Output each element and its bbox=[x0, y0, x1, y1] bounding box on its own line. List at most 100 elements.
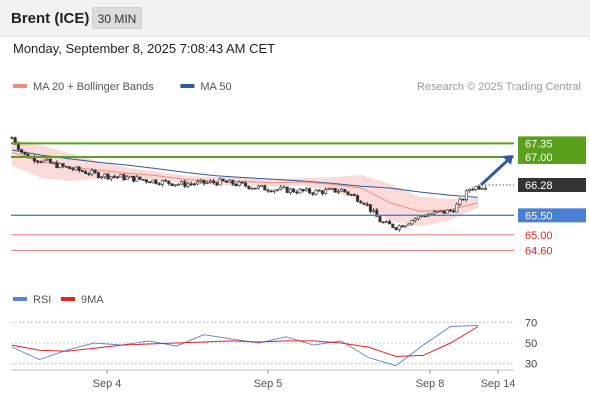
candle-body bbox=[93, 170, 97, 173]
candle-body bbox=[484, 188, 488, 190]
candle-body bbox=[160, 180, 164, 185]
candle-body bbox=[324, 189, 328, 194]
ma20-line bbox=[11, 151, 479, 212]
candle-body bbox=[247, 185, 251, 190]
rsi-line bbox=[11, 324, 479, 367]
candlesticks bbox=[10, 136, 488, 232]
candle-body bbox=[58, 163, 62, 168]
candle-body bbox=[320, 190, 324, 194]
candle-body bbox=[314, 189, 318, 195]
candle-body bbox=[196, 181, 200, 185]
research-credit: Research © 2025 Trading Central bbox=[417, 81, 581, 93]
candle-body bbox=[288, 188, 292, 193]
legend-label: MA 20 + Bollinger Bands bbox=[33, 81, 154, 93]
candle-body bbox=[282, 186, 286, 189]
candle-body bbox=[106, 173, 110, 180]
candle-body bbox=[448, 209, 452, 212]
candle-body bbox=[458, 198, 462, 205]
candle-body bbox=[144, 179, 148, 183]
candle-body bbox=[311, 192, 315, 195]
candle-body bbox=[400, 225, 404, 228]
candle-body bbox=[132, 175, 136, 182]
candle-body bbox=[452, 210, 456, 213]
moving-average-lines bbox=[11, 149, 479, 212]
pivot-tag bbox=[518, 208, 586, 223]
candle-body bbox=[240, 181, 244, 184]
candle-body bbox=[112, 176, 116, 178]
rsi-tick-label: 30 bbox=[525, 359, 537, 371]
candle-body bbox=[218, 178, 222, 186]
ma50-line bbox=[11, 149, 479, 198]
price-legend: MA 20 + Bollinger Bands MA 50 bbox=[13, 81, 232, 93]
forecast-arrow-head bbox=[502, 155, 513, 166]
candle-body bbox=[224, 180, 228, 183]
candle-body bbox=[103, 173, 107, 178]
bollinger-band-area bbox=[12, 139, 478, 227]
candle-body bbox=[84, 171, 88, 174]
candle-body bbox=[68, 166, 72, 169]
candle-body bbox=[276, 189, 280, 191]
candle-body bbox=[16, 143, 20, 150]
candle-body bbox=[308, 188, 312, 194]
candle-body bbox=[260, 185, 264, 187]
candle-body bbox=[436, 211, 440, 213]
candle-body bbox=[116, 176, 120, 178]
candle-body bbox=[80, 170, 84, 172]
candle-body bbox=[343, 189, 347, 193]
candle-body bbox=[474, 186, 478, 191]
candle-body bbox=[45, 158, 49, 161]
candle-body bbox=[61, 163, 65, 167]
candle-body bbox=[42, 159, 46, 163]
legend-swatch bbox=[13, 84, 27, 88]
candle-body bbox=[122, 174, 126, 180]
price-levels: 66.28 65.50 65.00 64.60 67.35 67.00 bbox=[11, 136, 586, 257]
candle-body bbox=[109, 176, 113, 180]
candle-body bbox=[39, 161, 43, 163]
candle-body bbox=[36, 160, 40, 163]
chart-header: Brent (ICE) 30 MIN bbox=[0, 0, 590, 37]
candle-body bbox=[199, 179, 203, 182]
resistance-tag bbox=[518, 136, 586, 164]
candle-body bbox=[301, 189, 305, 192]
candle-body bbox=[394, 227, 398, 230]
candle-body bbox=[455, 203, 459, 213]
candle-body bbox=[87, 173, 91, 175]
candle-body bbox=[96, 172, 100, 179]
rsi-tick-label: 50 bbox=[525, 338, 537, 350]
x-axis: Sep 4 Sep 5 Sep 8 Sep 14 bbox=[11, 369, 516, 390]
candle-body bbox=[432, 211, 436, 215]
timestamp: Monday, September 8, 2025 7:08:43 AM CET bbox=[13, 41, 276, 56]
candle-body bbox=[202, 179, 206, 184]
candle-body bbox=[304, 188, 308, 192]
candle-body bbox=[135, 176, 139, 182]
candle-body bbox=[189, 183, 193, 186]
candle-body bbox=[208, 180, 212, 183]
rsi-tick-label: 70 bbox=[525, 317, 537, 329]
candle-body bbox=[468, 188, 472, 192]
candle-body bbox=[183, 181, 187, 187]
candle-body bbox=[256, 185, 260, 189]
candle-body bbox=[384, 221, 388, 224]
candle-body bbox=[327, 188, 331, 190]
candle-body bbox=[439, 210, 443, 213]
candle-body bbox=[263, 185, 267, 191]
candle-body bbox=[368, 204, 372, 212]
candle-body bbox=[167, 180, 171, 184]
candle-body bbox=[375, 209, 379, 217]
candle-body bbox=[151, 179, 155, 184]
x-tick-label: Sep 14 bbox=[481, 378, 516, 390]
timeframe-button[interactable]: 30 MIN bbox=[92, 7, 142, 29]
candle-body bbox=[192, 183, 196, 186]
candle-body bbox=[279, 186, 283, 190]
rsi-9ma-line bbox=[11, 326, 479, 357]
rsi-legend-label: RSI bbox=[33, 294, 51, 306]
rsi-legend-swatch bbox=[61, 297, 75, 301]
candle-body bbox=[157, 183, 161, 185]
support-label: 65.00 bbox=[525, 230, 553, 242]
candle-body bbox=[292, 188, 296, 193]
candle-body bbox=[186, 183, 190, 187]
candle-body bbox=[340, 189, 344, 192]
candle-body bbox=[180, 181, 184, 185]
candle-body bbox=[125, 176, 129, 180]
